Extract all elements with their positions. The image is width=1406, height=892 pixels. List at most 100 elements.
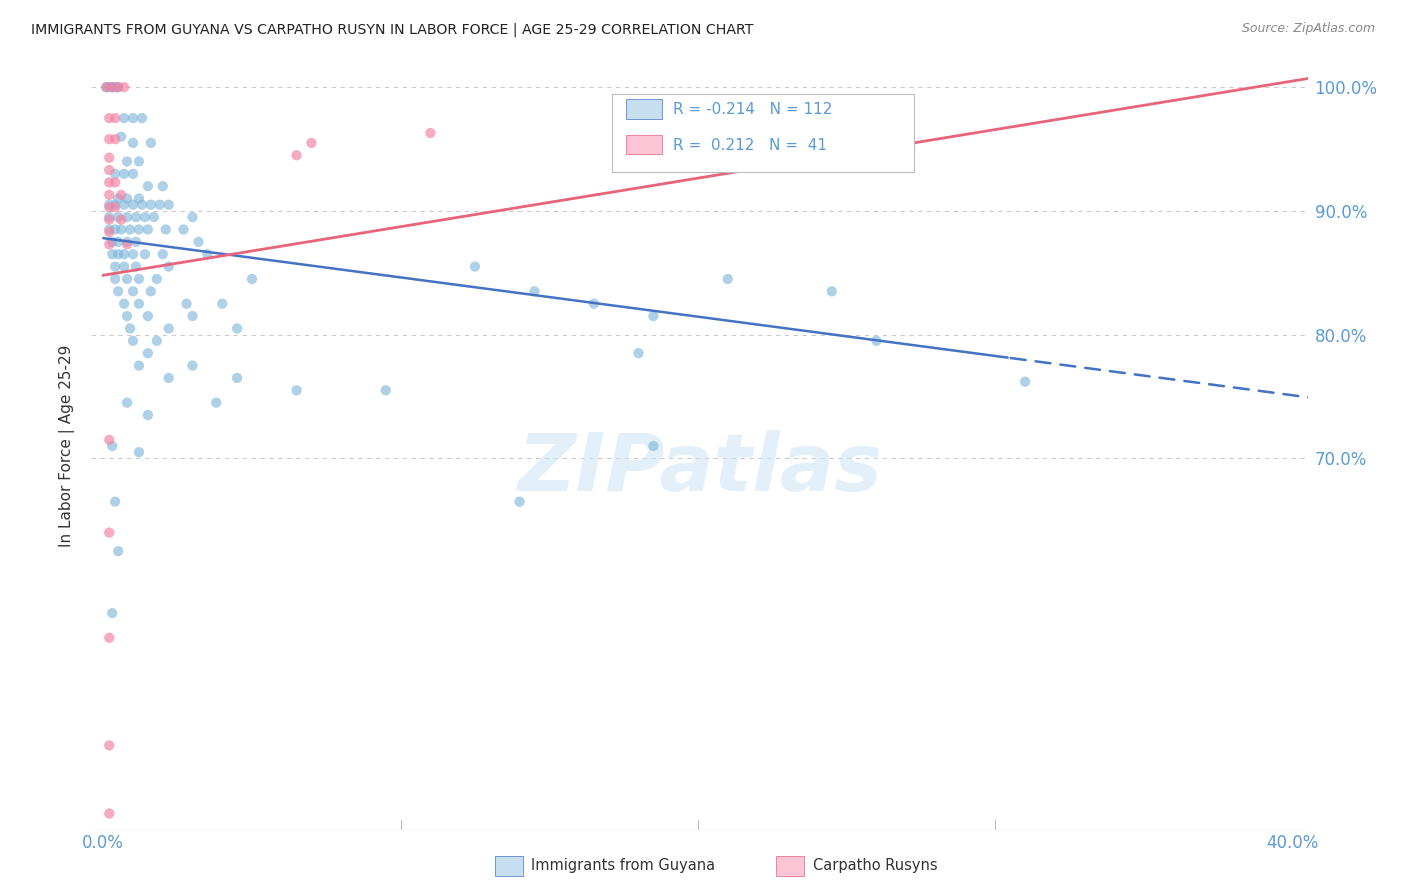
Point bbox=[115, 395, 138, 409]
Point bbox=[187, 235, 209, 249]
Point bbox=[181, 359, 204, 373]
Point bbox=[122, 167, 145, 181]
Point bbox=[98, 80, 121, 95]
Point bbox=[98, 525, 121, 540]
Point bbox=[98, 631, 121, 645]
Point bbox=[627, 346, 650, 360]
Point bbox=[96, 80, 118, 95]
Point bbox=[115, 154, 138, 169]
Point bbox=[128, 192, 150, 206]
Point bbox=[98, 433, 121, 447]
Point bbox=[643, 439, 665, 453]
Point bbox=[157, 198, 180, 212]
Point bbox=[139, 136, 162, 150]
Point bbox=[128, 154, 150, 169]
Point bbox=[107, 192, 129, 206]
Point bbox=[195, 247, 218, 261]
Text: R = -0.214   N = 112: R = -0.214 N = 112 bbox=[673, 103, 832, 117]
Point bbox=[122, 247, 145, 261]
Text: IMMIGRANTS FROM GUYANA VS CARPATHO RUSYN IN LABOR FORCE | AGE 25-29 CORRELATION : IMMIGRANTS FROM GUYANA VS CARPATHO RUSYN… bbox=[31, 22, 754, 37]
Point bbox=[104, 272, 127, 286]
Point bbox=[717, 272, 740, 286]
Point bbox=[125, 210, 148, 224]
Point bbox=[107, 544, 129, 558]
Point bbox=[149, 198, 172, 212]
Point bbox=[98, 151, 121, 165]
Point bbox=[101, 606, 124, 620]
Point bbox=[821, 285, 844, 299]
Point bbox=[139, 285, 162, 299]
Text: R =  0.212   N =  41: R = 0.212 N = 41 bbox=[673, 138, 828, 153]
Point bbox=[101, 80, 124, 95]
Point bbox=[104, 111, 127, 125]
Point bbox=[118, 222, 141, 236]
Point bbox=[98, 237, 121, 252]
Y-axis label: In Labor Force | Age 25-29: In Labor Force | Age 25-29 bbox=[59, 345, 76, 547]
Point bbox=[122, 111, 145, 125]
Point bbox=[157, 260, 180, 274]
Point bbox=[112, 260, 135, 274]
Point bbox=[146, 334, 169, 348]
Point bbox=[134, 247, 156, 261]
Point bbox=[115, 192, 138, 206]
Point bbox=[112, 80, 135, 95]
Point bbox=[107, 247, 129, 261]
Point bbox=[523, 285, 546, 299]
Point bbox=[107, 80, 129, 95]
Point bbox=[134, 210, 156, 224]
Point bbox=[98, 212, 121, 227]
Point bbox=[98, 111, 121, 125]
Point bbox=[131, 198, 153, 212]
Point bbox=[122, 136, 145, 150]
Point bbox=[115, 210, 138, 224]
Point bbox=[1014, 375, 1036, 389]
Point bbox=[118, 321, 141, 335]
Point bbox=[128, 359, 150, 373]
Point bbox=[101, 80, 124, 95]
Point bbox=[146, 272, 169, 286]
Point bbox=[98, 132, 121, 146]
Point bbox=[155, 222, 177, 236]
Point bbox=[582, 296, 605, 310]
Point bbox=[205, 395, 228, 409]
Point bbox=[125, 235, 148, 249]
Point bbox=[139, 198, 162, 212]
Point bbox=[128, 296, 150, 310]
Point bbox=[285, 384, 308, 398]
Point bbox=[107, 235, 129, 249]
Point bbox=[128, 222, 150, 236]
Point bbox=[98, 163, 121, 178]
Point bbox=[104, 198, 127, 212]
Point bbox=[128, 445, 150, 459]
Point bbox=[240, 272, 263, 286]
Point bbox=[104, 222, 127, 236]
Point bbox=[112, 167, 135, 181]
Point bbox=[98, 739, 121, 753]
Point bbox=[115, 235, 138, 249]
Point bbox=[136, 346, 159, 360]
Point bbox=[107, 210, 129, 224]
Point bbox=[98, 210, 121, 224]
Point bbox=[226, 371, 249, 385]
Text: Source: ZipAtlas.com: Source: ZipAtlas.com bbox=[1241, 22, 1375, 36]
Point bbox=[98, 225, 121, 239]
Point bbox=[98, 806, 121, 821]
Point bbox=[98, 176, 121, 190]
Point bbox=[136, 179, 159, 194]
Point bbox=[226, 321, 249, 335]
Point bbox=[122, 334, 145, 348]
Point bbox=[101, 235, 124, 249]
Text: ZIPatlas: ZIPatlas bbox=[517, 430, 882, 508]
Point bbox=[152, 247, 174, 261]
Point bbox=[110, 222, 132, 236]
Point bbox=[374, 384, 396, 398]
Point bbox=[142, 210, 165, 224]
Point bbox=[104, 494, 127, 508]
Point bbox=[112, 198, 135, 212]
Point bbox=[136, 309, 159, 323]
Point bbox=[98, 200, 121, 214]
Point bbox=[128, 272, 150, 286]
Point bbox=[104, 260, 127, 274]
Point bbox=[98, 222, 121, 236]
Point bbox=[125, 260, 148, 274]
